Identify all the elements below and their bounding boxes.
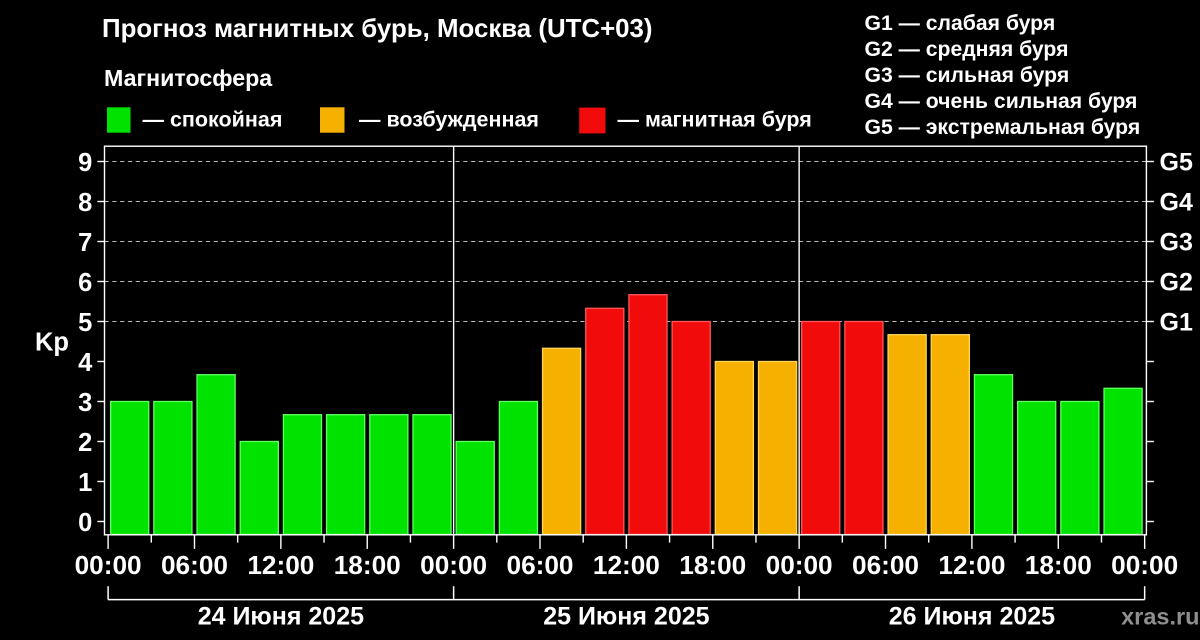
svg-text:2: 2 — [78, 429, 92, 457]
svg-text:12:00: 12:00 — [593, 550, 660, 580]
svg-text:25 Июня 2025: 25 Июня 2025 — [543, 602, 709, 630]
svg-text:06:00: 06:00 — [852, 550, 919, 580]
svg-text:G1 — слабая буря: G1 — слабая буря — [865, 12, 1056, 35]
svg-text:G2 — средняя буря: G2 — средняя буря — [865, 38, 1069, 61]
svg-text:1: 1 — [78, 469, 92, 497]
svg-text:00:00: 00:00 — [766, 550, 833, 580]
svg-text:18:00: 18:00 — [334, 550, 401, 580]
svg-text:00:00: 00:00 — [75, 550, 142, 580]
svg-text:G4: G4 — [1160, 189, 1193, 217]
svg-text:— возбужденная: — возбужденная — [359, 108, 539, 132]
svg-text:18:00: 18:00 — [679, 550, 746, 580]
svg-text:24 Июня 2025: 24 Июня 2025 — [198, 602, 364, 630]
svg-text:G3 — сильная буря: G3 — сильная буря — [865, 64, 1070, 87]
svg-text:xras.ru: xras.ru — [1121, 604, 1199, 630]
svg-text:G2: G2 — [1160, 269, 1193, 297]
svg-text:8: 8 — [78, 189, 92, 217]
svg-text:00:00: 00:00 — [1111, 550, 1178, 580]
svg-text:— магнитная буря: — магнитная буря — [618, 108, 812, 132]
svg-text:9: 9 — [78, 149, 92, 177]
svg-text:6: 6 — [78, 269, 92, 297]
svg-text:Магнитосфера: Магнитосфера — [104, 65, 273, 91]
svg-text:26 Июня 2025: 26 Июня 2025 — [889, 602, 1055, 630]
svg-text:4: 4 — [78, 349, 93, 377]
svg-text:06:00: 06:00 — [507, 550, 574, 580]
svg-text:12:00: 12:00 — [938, 550, 1005, 580]
svg-text:G3: G3 — [1160, 229, 1193, 257]
svg-text:G5 — экстремальная буря: G5 — экстремальная буря — [865, 116, 1141, 139]
svg-text:G4 — очень сильная буря: G4 — очень сильная буря — [865, 90, 1138, 113]
svg-text:00:00: 00:00 — [420, 550, 487, 580]
svg-text:— спокойная: — спокойная — [143, 108, 283, 132]
svg-text:3: 3 — [78, 389, 92, 417]
svg-text:7: 7 — [78, 229, 92, 257]
svg-text:Прогноз магнитных бурь, Москва: Прогноз магнитных бурь, Москва (UTC+03) — [102, 15, 653, 43]
svg-text:06:00: 06:00 — [161, 550, 228, 580]
svg-text:0: 0 — [78, 509, 92, 537]
svg-text:18:00: 18:00 — [1025, 550, 1092, 580]
svg-text:12:00: 12:00 — [247, 550, 314, 580]
svg-text:G1: G1 — [1160, 309, 1193, 337]
svg-text:5: 5 — [78, 309, 92, 337]
svg-text:G5: G5 — [1160, 149, 1193, 177]
svg-text:Kp: Kp — [35, 328, 69, 356]
